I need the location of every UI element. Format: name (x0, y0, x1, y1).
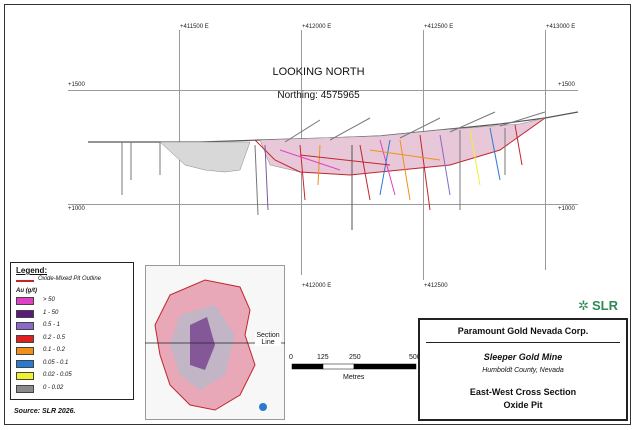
project-name: Sleeper Gold Mine (483, 352, 563, 362)
pit-shell (259, 117, 546, 176)
figure-subtitle: Oxide Pit (503, 400, 543, 410)
scale-tick: 0 (289, 354, 293, 361)
easting-label: +412500 (424, 283, 448, 289)
easting-label: +412000 E (302, 24, 332, 30)
logo-text: SLR (592, 298, 618, 313)
scale-segment (353, 363, 417, 370)
legend-label: 0.1 - 0.2 (43, 347, 66, 353)
grid-line-elev-1500 (68, 90, 578, 91)
northing-label: Northing: 4575965 (277, 90, 360, 101)
legend: Legend: Oxide-Mixed Pit Outline Au (g/t)… (10, 262, 134, 400)
legend-swatch (16, 372, 34, 380)
legend-swatch (16, 359, 34, 368)
legend-item: 0.05 - 0.1 (16, 359, 126, 369)
legend-label: > 50 (43, 297, 55, 303)
legend-label: 0.2 - 0.5 (43, 334, 66, 341)
grid-line-413000 (545, 30, 546, 270)
title-block: Paramount Gold Nevada Corp. Sleeper Gold… (418, 318, 628, 421)
source-note: Source: SLR 2026. (14, 408, 76, 415)
grid-line-elev-1000 (68, 204, 578, 205)
legend-swatch (16, 309, 34, 318)
elevation-label: +1000 (68, 206, 85, 212)
scale-tick: 125 (317, 354, 329, 361)
pit-shell (159, 141, 251, 173)
elevation-label: +1500 (68, 82, 85, 88)
legend-item: 0.02 - 0.05 (16, 372, 126, 381)
pit-footprint (190, 317, 215, 370)
legend-swatch (16, 297, 34, 305)
pit-outline-swatch (16, 280, 34, 282)
scale-unit: Metres (343, 374, 365, 381)
elevation-label: +1500 (558, 82, 575, 88)
legend-item: 1 - 50 (16, 309, 126, 319)
legend-label: 0 - 0.02 (43, 384, 64, 391)
title-divider (426, 342, 620, 343)
scale-tick: 250 (349, 354, 361, 361)
legend-swatch (16, 384, 34, 393)
view-direction: LOOKING NORTH (272, 66, 365, 78)
scale-segment (322, 363, 355, 370)
easting-label: +413000 E (546, 24, 576, 30)
legend-item: > 50 (16, 297, 126, 306)
company-name: Paramount Gold Nevada Corp. (457, 326, 589, 336)
legend-item: 0.1 - 0.2 (16, 347, 126, 356)
legend-label: 0.02 - 0.05 (43, 372, 72, 378)
scale-bar (291, 363, 417, 370)
scale-tick: 500 (409, 354, 421, 361)
elevation-label: +1000 (558, 206, 575, 212)
legend-swatch (16, 322, 34, 330)
easting-label: +412000 E (302, 283, 332, 289)
legend-swatch (16, 347, 34, 355)
section-line-label: Section Line (255, 332, 281, 346)
legend-swatch (16, 334, 34, 343)
scale-segment (291, 363, 324, 370)
legend-label: 0.5 - 1 (43, 322, 61, 328)
legend-item: 0.5 - 1 (16, 322, 126, 331)
legend-item: 0.2 - 0.5 (16, 334, 126, 344)
slr-logo: ✲ SLR (578, 298, 628, 314)
project-location: Humboldt County, Nevada (482, 367, 564, 374)
legend-title: Legend: (16, 266, 48, 275)
easting-label: +412500 E (424, 24, 454, 30)
map-frame (4, 4, 631, 425)
pit-outline (254, 117, 546, 176)
figure-title: East-West Cross Section (469, 387, 577, 397)
legend-label: 0.05 - 0.1 (43, 359, 69, 366)
logo-icon: ✲ (578, 298, 589, 313)
legend-item: 0 - 0.02 (16, 384, 126, 394)
easting-label: +411500 E (180, 24, 209, 30)
legend-unit: Au (g/t) (16, 288, 37, 294)
north-arrow-icon (259, 403, 267, 411)
legend-label: 1 - 50 (43, 309, 59, 316)
pit-outline-label: Oxide-Mixed Pit Outline (38, 276, 102, 282)
